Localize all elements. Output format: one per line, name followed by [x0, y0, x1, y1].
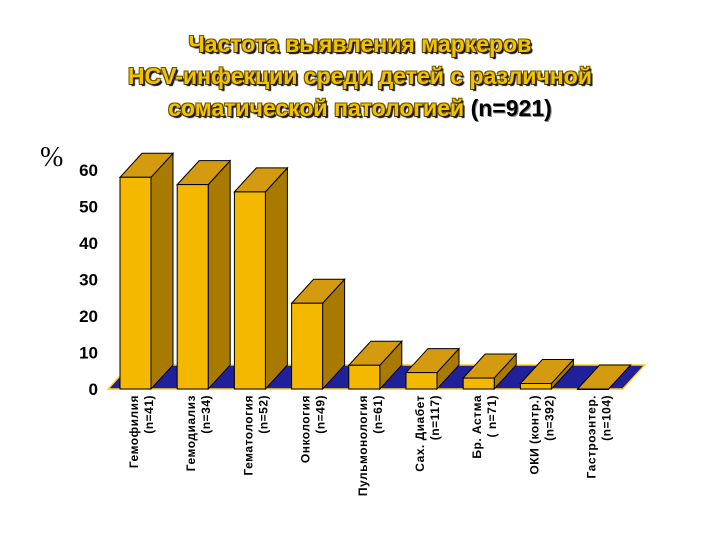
y-tick-label: 40 [79, 234, 98, 253]
bar [119, 176, 152, 390]
bar [577, 388, 610, 390]
x-tick-label-line: Гематология [241, 395, 255, 476]
x-tick-label: Гемодиализ(n=34) [184, 395, 213, 471]
x-tick-label-line: Онкология [299, 395, 313, 463]
y-tick-label: 50 [79, 198, 98, 217]
bar-side [150, 152, 174, 391]
title-line-2: HCV-инфекции среди детей с различной [128, 63, 592, 89]
x-tick-label: ОКИ (контр.)(n=392) [527, 395, 556, 475]
bar [519, 383, 552, 390]
x-tick-label-line: (n=49) [314, 395, 328, 434]
y-tick-label: 10 [79, 344, 98, 363]
x-tick-label-line: (n=61) [371, 395, 385, 434]
y-tick-label: 20 [79, 307, 98, 326]
title-line-3-text: соматической патологией [168, 95, 471, 121]
y-tick-label: 60 [79, 161, 98, 180]
x-tick-label-line: ОКИ (контр.) [527, 395, 541, 475]
x-tick-label-line: (n=392) [542, 395, 556, 441]
x-tick-label: Сах. Диабет(n=117) [413, 395, 442, 472]
x-tick-label-line: Гемофилия [127, 395, 141, 468]
x-tick-label: Гемофилия(n=41) [127, 395, 156, 468]
bar [462, 377, 495, 390]
bar-side [264, 166, 288, 391]
bar-side [207, 159, 231, 391]
x-tick-label: Пульмонология(n=61) [356, 395, 385, 496]
x-tick-label-line: (n=104) [600, 395, 614, 441]
x-tick-label: Онкология(n=49) [299, 395, 328, 463]
title-line-3: соматической патологией (n=921) [0, 92, 720, 124]
x-tick-label-line: Бр. Астма [470, 395, 484, 459]
x-tick-label: Гематология(n=52) [241, 395, 270, 476]
chart-title: Частота выявления маркеров HCV-инфекции … [0, 28, 720, 124]
x-tick-label: Бр. Астма( n=71) [470, 395, 499, 459]
bar [405, 372, 438, 390]
x-tick-label-line: Сах. Диабет [413, 395, 427, 472]
x-tick-label: Гастроэнтер.(n=104) [585, 395, 614, 478]
x-tick-label-line: (n=52) [256, 395, 270, 434]
title-line-1: Частота выявления маркеров [188, 31, 532, 57]
y-tick-label: 30 [79, 271, 98, 290]
title-sample-size: (n=921) [470, 95, 552, 121]
bar [233, 191, 266, 390]
bar [291, 302, 324, 390]
x-tick-label-line: Гемодиализ [184, 395, 198, 471]
y-tick-label: 0 [89, 380, 98, 399]
bar [176, 184, 209, 390]
x-tick-label-line: ( n=71) [485, 395, 499, 438]
x-tick-label-line: (n=41) [142, 395, 156, 434]
x-tick-label-line: Пульмонология [356, 395, 370, 496]
x-tick-label-line: (n=117) [428, 395, 442, 440]
y-axis-unit: % [40, 142, 64, 173]
bar [348, 364, 381, 390]
x-tick-label-line: (n=34) [199, 395, 213, 434]
x-tick-label-line: Гастроэнтер. [585, 395, 599, 478]
